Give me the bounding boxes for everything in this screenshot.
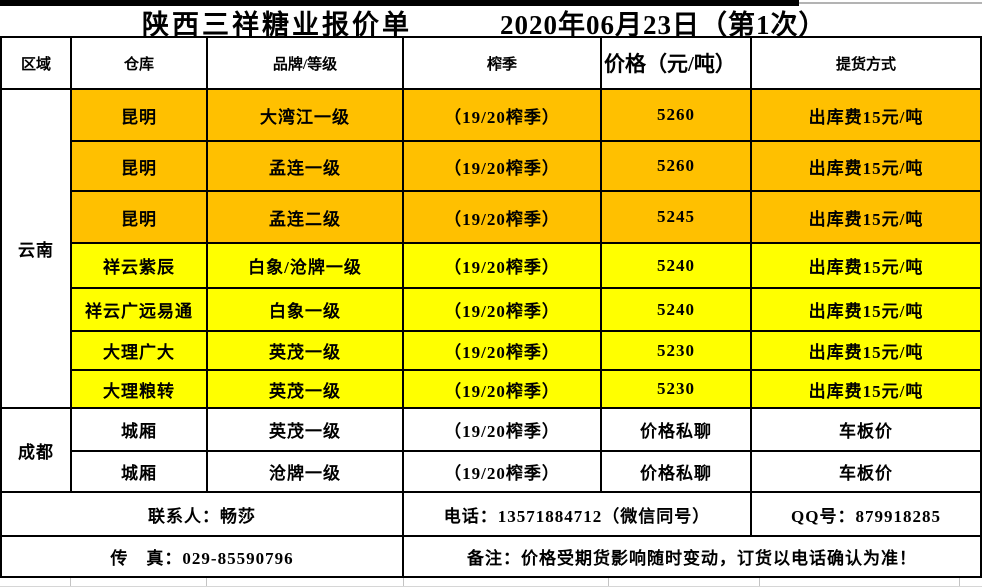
season-cell: （19/20榨季） (402, 407, 602, 452)
warehouse-cell: 城厢 (70, 450, 208, 493)
pickup-cell: 车板价 (750, 407, 982, 452)
pickup-cell: 出库费15元/吨 (750, 190, 982, 244)
sheet-title-row: 陕西三祥糖业报价单 2020年06月23日（第1次） (0, 6, 982, 40)
price-cell: 5230 (600, 369, 752, 409)
pickup-cell: 出库费15元/吨 (750, 330, 982, 371)
price-cell: 5260 (600, 140, 752, 192)
table-row: 成都 城厢 英茂一级 （19/20榨季） 价格私聊 车板价 (0, 407, 982, 493)
warehouse-cell: 昆明 (70, 88, 208, 142)
fax-cell: 传 真：029-85590796 (0, 535, 404, 578)
header-season: 榨季 (402, 36, 602, 90)
brand-cell: 孟连一级 (206, 140, 404, 192)
title-top-border (0, 0, 799, 6)
warehouse-cell: 大理广大 (70, 330, 208, 371)
table-row: 城厢 沧牌一级 （19/20榨季） 价格私聊 车板价 (1, 450, 982, 493)
phone-cell: 电话：13571884712（微信同号） (402, 491, 752, 537)
gridline (608, 578, 609, 587)
pickup-cell: 车板价 (750, 450, 982, 493)
header-row: 区域 仓库 品牌/等级 榨季 价格（元/吨） 提货方式 (0, 36, 982, 90)
title-top-border-light (799, 2, 982, 4)
table-row: 云南 昆明 大湾江一级 （19/20榨季） 5260 出库费15元/吨 (0, 88, 982, 409)
contact-person-cell: 联系人：畅莎 (0, 491, 404, 537)
brand-cell: 英茂一级 (206, 407, 404, 452)
season-cell: （19/20榨季） (402, 88, 602, 142)
pickup-cell: 出库费15元/吨 (750, 369, 982, 409)
brand-cell: 孟连二级 (206, 190, 404, 244)
brand-cell: 大湾江一级 (206, 88, 404, 142)
footer-row-contact: 联系人：畅莎 电话：13571884712（微信同号） QQ号：87991828… (0, 491, 982, 537)
gridline (70, 578, 71, 587)
table-row: 祥云广远易通 白象一级 （19/20榨季） 5240 出库费15元/吨 (1, 287, 982, 332)
gridline (759, 578, 760, 587)
table-row: 昆明 孟连一级 （19/20榨季） 5260 出库费15元/吨 (1, 140, 982, 192)
season-cell: （19/20榨季） (402, 450, 602, 493)
table-row: 大理广大 英茂一级 （19/20榨季） 5230 出库费15元/吨 (1, 330, 982, 371)
gridline (206, 578, 207, 587)
header-warehouse: 仓库 (70, 36, 208, 90)
warehouse-cell: 城厢 (70, 407, 208, 452)
warehouse-cell: 祥云广远易通 (70, 287, 208, 332)
pickup-cell: 出库费15元/吨 (750, 88, 982, 142)
price-cell: 5245 (600, 190, 752, 244)
season-cell: （19/20榨季） (402, 369, 602, 409)
header-pickup: 提货方式 (750, 36, 982, 90)
warehouse-cell: 祥云紫辰 (70, 242, 208, 289)
table-row: 昆明 孟连二级 （19/20榨季） 5245 出库费15元/吨 (1, 190, 982, 244)
remark-cell: 备注：价格受期货影响随时变动，订货以电话确认为准！ (402, 535, 982, 578)
brand-cell: 英茂一级 (206, 369, 404, 409)
price-cell: 5240 (600, 242, 752, 289)
price-table: 区域 仓库 品牌/等级 榨季 价格（元/吨） 提货方式 云南 昆明 大湾江一级 … (0, 36, 982, 578)
brand-cell: 沧牌一级 (206, 450, 404, 493)
quote-date: 2020年06月23日（第1次） (500, 10, 827, 40)
table-row: 祥云紫辰 白象/沧牌一级 （19/20榨季） 5240 出库费15元/吨 (1, 242, 982, 289)
price-cell: 价格私聊 (600, 407, 752, 452)
season-cell: （19/20榨季） (402, 287, 602, 332)
region-cell-yunnan: 云南 (0, 88, 72, 409)
price-cell: 5240 (600, 287, 752, 332)
qq-cell: QQ号：879918285 (750, 491, 982, 537)
season-cell: （19/20榨季） (402, 190, 602, 244)
brand-cell: 英茂一级 (206, 330, 404, 371)
header-region: 区域 (0, 36, 72, 90)
price-cell: 5260 (600, 88, 752, 142)
price-cell: 价格私聊 (600, 450, 752, 493)
season-cell: （19/20榨季） (402, 242, 602, 289)
pickup-cell: 出库费15元/吨 (750, 287, 982, 332)
warehouse-cell: 昆明 (70, 190, 208, 244)
gridline (403, 578, 404, 587)
brand-cell: 白象/沧牌一级 (206, 242, 404, 289)
footer-row-note: 传 真：029-85590796 备注：价格受期货影响随时变动，订货以电话确认为… (0, 535, 982, 578)
company-title: 陕西三祥糖业报价单 (142, 10, 412, 40)
season-cell: （19/20榨季） (402, 140, 602, 192)
warehouse-cell: 大理粮转 (70, 369, 208, 409)
table-row: 大理粮转 英茂一级 （19/20榨季） 5230 出库费15元/吨 (1, 369, 982, 409)
pickup-cell: 出库费15元/吨 (750, 242, 982, 289)
spreadsheet-gridlines (0, 578, 982, 587)
header-price: 价格（元/吨） (600, 36, 752, 90)
price-cell: 5230 (600, 330, 752, 371)
region-cell-chengdu: 成都 (0, 407, 72, 493)
season-cell: （19/20榨季） (402, 330, 602, 371)
brand-cell: 白象一级 (206, 287, 404, 332)
header-brand: 品牌/等级 (206, 36, 404, 90)
pickup-cell: 出库费15元/吨 (750, 140, 982, 192)
gridline (959, 578, 960, 587)
warehouse-cell: 昆明 (70, 140, 208, 192)
